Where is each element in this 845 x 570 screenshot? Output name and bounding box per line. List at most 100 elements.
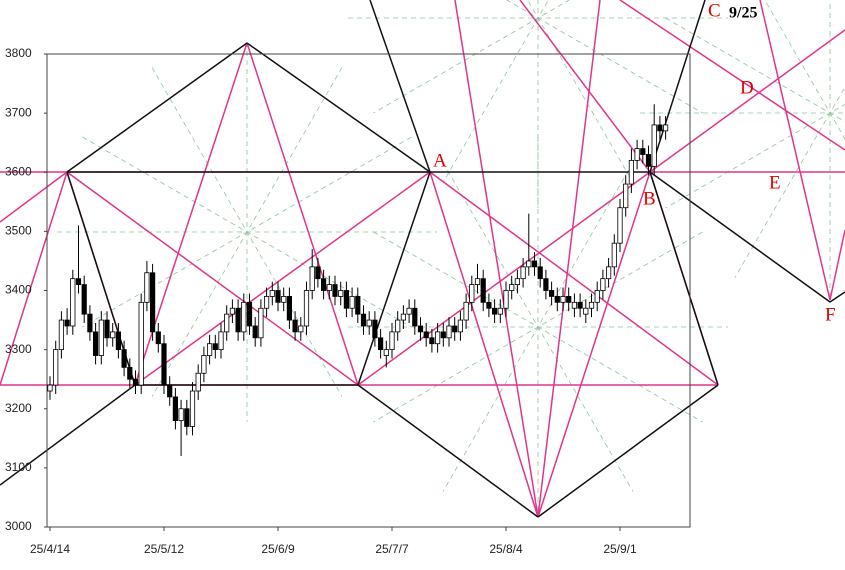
pink-line: [829, 229, 845, 301]
candle-body: [104, 319, 110, 339]
candle-body: [366, 319, 372, 327]
point-label: B: [643, 188, 656, 209]
pink-line: [454, 0, 539, 518]
candle-body: [594, 290, 600, 303]
candle-body: [275, 290, 281, 303]
candle-body: [537, 266, 543, 280]
candle-body: [383, 349, 389, 356]
candle-body: [229, 307, 235, 315]
candle-body: [463, 301, 469, 321]
candle-body: [611, 242, 617, 268]
candle-body: [155, 331, 161, 345]
pink-line: [0, 171, 68, 223]
pink-line: [649, 29, 845, 173]
candle-body: [377, 337, 384, 351]
candle-body: [349, 296, 355, 309]
y-tick-label: 3300: [5, 342, 32, 356]
black-line: [357, 384, 539, 518]
black-line: [649, 171, 831, 303]
candle-body: [132, 378, 139, 386]
candle-body: [144, 272, 150, 303]
black-line: [246, 42, 431, 173]
candle-body: [172, 396, 178, 421]
candle-body: [606, 266, 612, 280]
candle-body: [440, 331, 446, 339]
candle-body: [657, 124, 663, 132]
y-tick-label: 3000: [5, 519, 32, 533]
candle-body: [640, 148, 646, 155]
candle-body: [189, 390, 196, 427]
black-line: [0, 384, 136, 486]
candle-body: [138, 301, 144, 386]
candle-body: [93, 331, 99, 356]
pink-line: [759, 0, 831, 301]
point-label: A: [433, 150, 447, 171]
candle-body: [149, 272, 156, 333]
candle-body: [332, 284, 338, 297]
pink-line: [619, 0, 845, 151]
pink-line: [357, 171, 651, 386]
y-tick-label: 3400: [5, 283, 32, 297]
x-tick-label: 25/7/7: [375, 542, 409, 556]
candle-body: [406, 307, 412, 315]
candle-body: [167, 384, 173, 398]
candle-body: [469, 284, 475, 303]
guide-line: [82, 136, 412, 328]
black-line: [649, 171, 719, 386]
candle-body: [286, 296, 293, 321]
candle-body: [115, 331, 121, 351]
guide-line: [665, 103, 845, 209]
pink-line: [519, 0, 651, 173]
candle-body: [452, 325, 458, 333]
y-tick-label: 3200: [5, 401, 32, 415]
candle-body: [651, 124, 657, 167]
candle-body: [400, 313, 407, 321]
candle-body: [178, 408, 184, 421]
candle-body: [326, 284, 332, 291]
candle-body: [47, 384, 53, 392]
pink-line: [134, 171, 431, 386]
point-label: E: [769, 172, 781, 193]
pink-line: [537, 171, 651, 518]
pink-line: [537, 0, 601, 518]
candle-body: [571, 301, 578, 309]
candle-body: [497, 307, 503, 315]
candle-body: [663, 124, 669, 132]
candle-body: [218, 331, 224, 351]
candle-body: [309, 266, 315, 291]
candle-body: [617, 207, 623, 244]
candle-body: [212, 343, 218, 351]
candle-body: [491, 307, 498, 315]
candle-body: [98, 319, 104, 356]
candle-body: [526, 260, 532, 268]
point-label: C: [708, 0, 721, 21]
point-label: F: [825, 304, 836, 325]
candle-body: [281, 296, 287, 303]
candle-body: [320, 278, 327, 291]
black-line: [369, 0, 431, 173]
candle-body: [423, 331, 429, 339]
candle-body: [252, 325, 258, 339]
candle-body: [446, 325, 452, 339]
date-note: 9/25: [729, 5, 757, 22]
x-tick-label: 25/6/9: [261, 542, 295, 556]
candle-body: [509, 284, 515, 291]
candle-body: [87, 313, 93, 333]
candle-body: [520, 266, 526, 280]
pink-line: [66, 171, 359, 386]
candle-body: [161, 343, 167, 386]
candle-body: [600, 278, 606, 291]
y-tick-label: 3500: [5, 224, 32, 238]
point-label: D: [740, 77, 754, 98]
candle-body: [417, 325, 424, 333]
candle-body: [634, 148, 640, 161]
candle-body: [549, 290, 555, 297]
candle-body: [206, 343, 213, 356]
candle-body: [395, 319, 401, 333]
candle-body: [480, 278, 486, 303]
candle-body: [412, 307, 418, 327]
candle-body: [269, 290, 275, 297]
guide-line: [373, 0, 570, 114]
candle-body: [127, 366, 133, 380]
